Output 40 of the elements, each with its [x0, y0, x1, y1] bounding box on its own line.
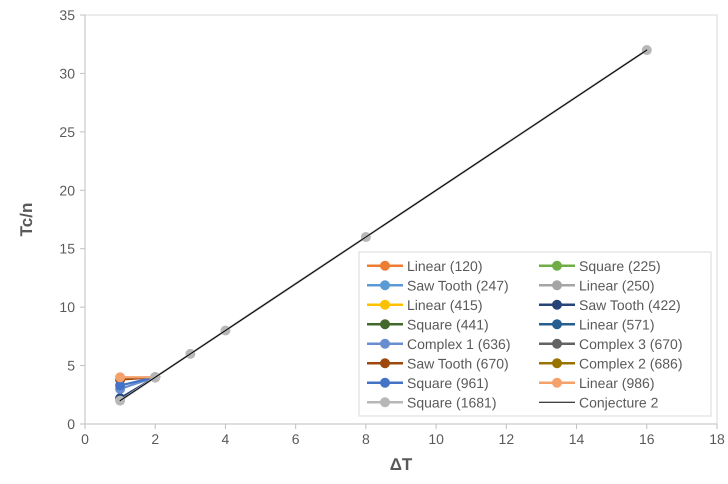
- legend-label: Complex 2 (686): [579, 355, 682, 372]
- x-tick-label: 10: [428, 431, 444, 447]
- point: [642, 45, 652, 56]
- y-tick-label: 25: [59, 124, 76, 140]
- x-tick-label: 6: [292, 431, 300, 447]
- legend-label: Linear (571): [579, 316, 654, 332]
- y-tick-label: 0: [67, 416, 76, 432]
- legend-label: Saw Tooth (422): [579, 296, 681, 313]
- y-tick-label: 20: [59, 182, 76, 198]
- legend-label: Complex 1 (636): [407, 336, 510, 352]
- x-tick-label: 14: [568, 431, 585, 447]
- legend-label: Linear (120): [407, 258, 482, 274]
- point: [115, 396, 126, 406]
- legend-label: Saw Tooth (247): [407, 277, 509, 294]
- legend-label: Square (961): [407, 374, 489, 391]
- x-tick-label: 8: [362, 431, 370, 447]
- point: [115, 380, 126, 390]
- x-axis-title: ΔT: [390, 455, 413, 474]
- legend-label: Complex 3 (670): [579, 336, 682, 352]
- y-axis-title: Tc/n: [17, 202, 36, 236]
- x-tick-label: 0: [81, 431, 90, 447]
- legend-label: Saw Tooth (670): [407, 355, 509, 372]
- y-tick-label: 30: [59, 65, 76, 82]
- point: [115, 372, 126, 382]
- y-tick-label: 10: [59, 299, 76, 316]
- legend-label: Square (1681): [407, 394, 497, 410]
- y-tick-label: 35: [59, 7, 76, 23]
- legend-label: Linear (415): [407, 296, 482, 313]
- x-tick-label: 4: [222, 431, 230, 447]
- legend-label: Square (225): [579, 258, 661, 274]
- x-tick-label: 16: [638, 431, 655, 447]
- legend-label: Square (441): [407, 316, 489, 332]
- x-tick-label: 18: [709, 431, 725, 447]
- x-tick-label: 12: [498, 431, 514, 447]
- x-tick-label: 2: [151, 431, 160, 447]
- legend-label: Conjecture 2: [579, 394, 659, 410]
- y-tick-label: 5: [67, 358, 76, 374]
- y-tick-label: 15: [59, 240, 76, 257]
- legend-label: Linear (250): [579, 277, 654, 294]
- legend-label: Linear (986): [579, 374, 654, 391]
